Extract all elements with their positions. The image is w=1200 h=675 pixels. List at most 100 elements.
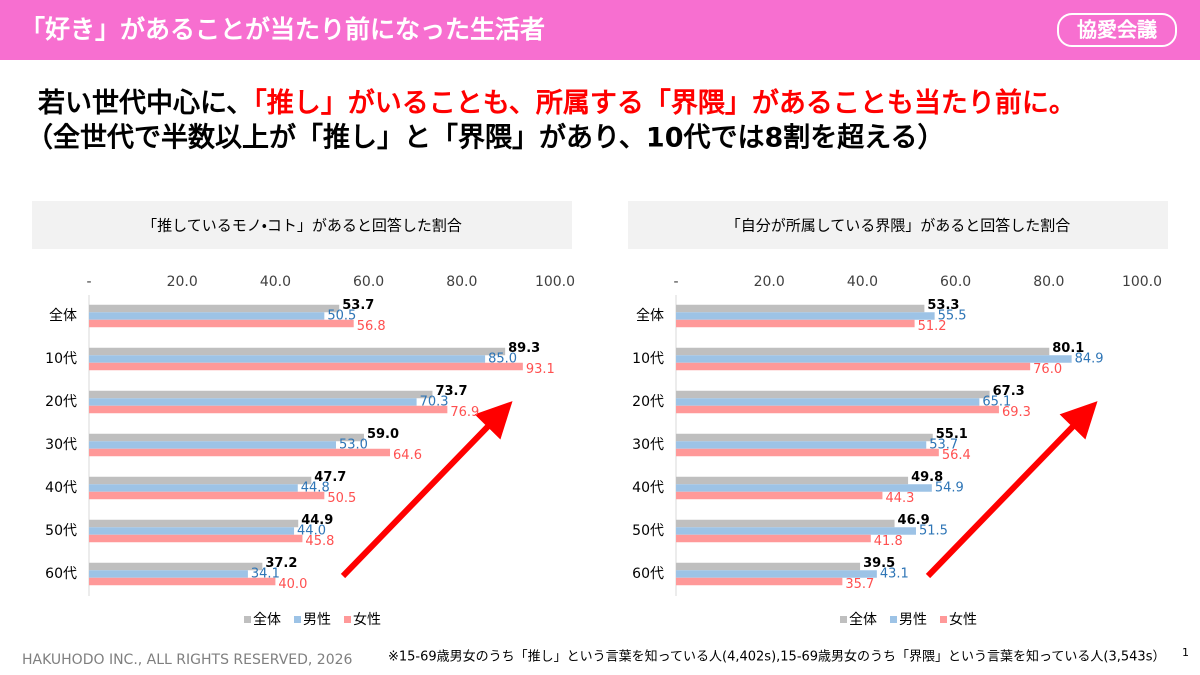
x-tick-label: - [86, 274, 91, 290]
panel-title: 「自分が所属している界隈」があると回答した割合 [726, 217, 1071, 235]
bar [676, 527, 916, 535]
bar [676, 519, 895, 528]
legend-swatch [244, 616, 251, 623]
headline-sub: （全世代で半数以上が「推し」と「界隈」があり、10代では8割を超える） [26, 122, 944, 154]
value-label: 39.5 [863, 556, 895, 571]
bar [676, 304, 925, 313]
bar [89, 398, 417, 406]
value-label: 46.9 [898, 513, 930, 528]
value-label: 55.5 [938, 309, 967, 324]
bar [676, 390, 990, 399]
bar [676, 405, 999, 414]
bar [676, 433, 933, 442]
value-label: 37.2 [265, 556, 297, 571]
x-tick-label: 100.0 [535, 274, 575, 290]
legend-swatch [940, 616, 947, 623]
bar [89, 433, 364, 442]
value-label: 44.9 [301, 513, 333, 528]
value-label: 53.3 [927, 298, 959, 313]
bar [676, 362, 1031, 371]
x-tick-label: 80.0 [1033, 274, 1064, 290]
bar [89, 347, 506, 356]
y-tick-label: 40代 [632, 480, 664, 496]
value-label: 89.3 [508, 341, 540, 356]
value-label: 76.9 [450, 405, 479, 420]
value-label: 47.7 [314, 470, 346, 485]
trend-arrow [925, 401, 1098, 579]
value-label: 80.1 [1052, 341, 1084, 356]
bar [89, 362, 523, 371]
bar [89, 441, 336, 449]
value-label: 59.0 [367, 427, 399, 442]
bar [89, 355, 486, 363]
value-label: 51.5 [919, 524, 948, 539]
y-tick-label: 30代 [45, 437, 77, 453]
value-label: 40.0 [278, 577, 307, 592]
bar [89, 448, 391, 457]
y-tick-label: 40代 [45, 480, 77, 496]
legend-label: 女性 [949, 612, 977, 628]
x-tick-label: 60.0 [353, 274, 384, 290]
header-title: 「好き」があることが当たり前になった生活者 [20, 15, 545, 44]
panel-title-box [32, 201, 572, 249]
bar [676, 570, 877, 578]
footnote: ※15-69歳男女のうち「推し」という言葉を知っている人(4,402s),15-… [388, 649, 1165, 665]
header-bar [0, 0, 1200, 60]
value-label: 56.4 [942, 448, 971, 463]
value-label: 53.7 [342, 298, 374, 313]
bar [676, 534, 871, 543]
bar [89, 527, 295, 535]
value-label: 54.9 [935, 481, 964, 496]
value-label: 64.6 [393, 448, 422, 463]
legend-swatch [840, 616, 847, 623]
value-label: 44.0 [297, 524, 326, 539]
value-label: 67.3 [993, 384, 1025, 399]
value-label: 76.0 [1033, 362, 1062, 377]
legend-label: 女性 [353, 612, 381, 628]
x-tick-label: - [673, 274, 678, 290]
y-tick-label: 全体 [636, 308, 664, 324]
x-tick-label: 40.0 [260, 274, 291, 290]
y-tick-label: 10代 [632, 351, 664, 367]
logo: 協愛会議 [1077, 18, 1157, 42]
trend-arrow [340, 401, 513, 579]
y-tick-label: 50代 [632, 523, 664, 539]
bar [89, 312, 325, 320]
value-label: 43.1 [880, 567, 909, 582]
bar [89, 304, 340, 313]
y-tick-label: 10代 [45, 351, 77, 367]
value-label: 69.3 [1002, 405, 1031, 420]
x-tick-label: 60.0 [940, 274, 971, 290]
legend-swatch [890, 616, 897, 623]
bar [89, 390, 433, 399]
bar [89, 534, 303, 543]
y-tick-label: 20代 [45, 394, 77, 410]
y-tick-label: 全体 [49, 308, 77, 324]
value-label: 49.8 [911, 470, 943, 485]
bar [89, 484, 298, 492]
bar [676, 491, 883, 500]
bar [676, 448, 939, 457]
legend-label: 男性 [303, 612, 331, 628]
bar [89, 519, 299, 528]
value-label: 84.9 [1075, 352, 1104, 367]
x-tick-label: 20.0 [167, 274, 198, 290]
bar [676, 319, 915, 328]
value-label: 56.8 [357, 319, 386, 334]
panel-title-box [628, 201, 1168, 249]
value-label: 41.8 [874, 534, 903, 549]
x-tick-label: 20.0 [754, 274, 785, 290]
value-label: 44.3 [885, 491, 914, 506]
legend-label: 男性 [899, 612, 927, 628]
bar [89, 562, 263, 571]
value-label: 45.8 [305, 534, 334, 549]
bar [89, 319, 354, 328]
copyright: HAKUHODO INC., ALL RIGHTS RESERVED, 2026 [22, 652, 353, 668]
legend-swatch [344, 616, 351, 623]
x-tick-label: 40.0 [847, 274, 878, 290]
value-label: 35.7 [845, 577, 874, 592]
bar [676, 441, 927, 449]
y-tick-label: 50代 [45, 523, 77, 539]
legend-label: 全体 [253, 612, 281, 628]
bar [676, 484, 932, 492]
